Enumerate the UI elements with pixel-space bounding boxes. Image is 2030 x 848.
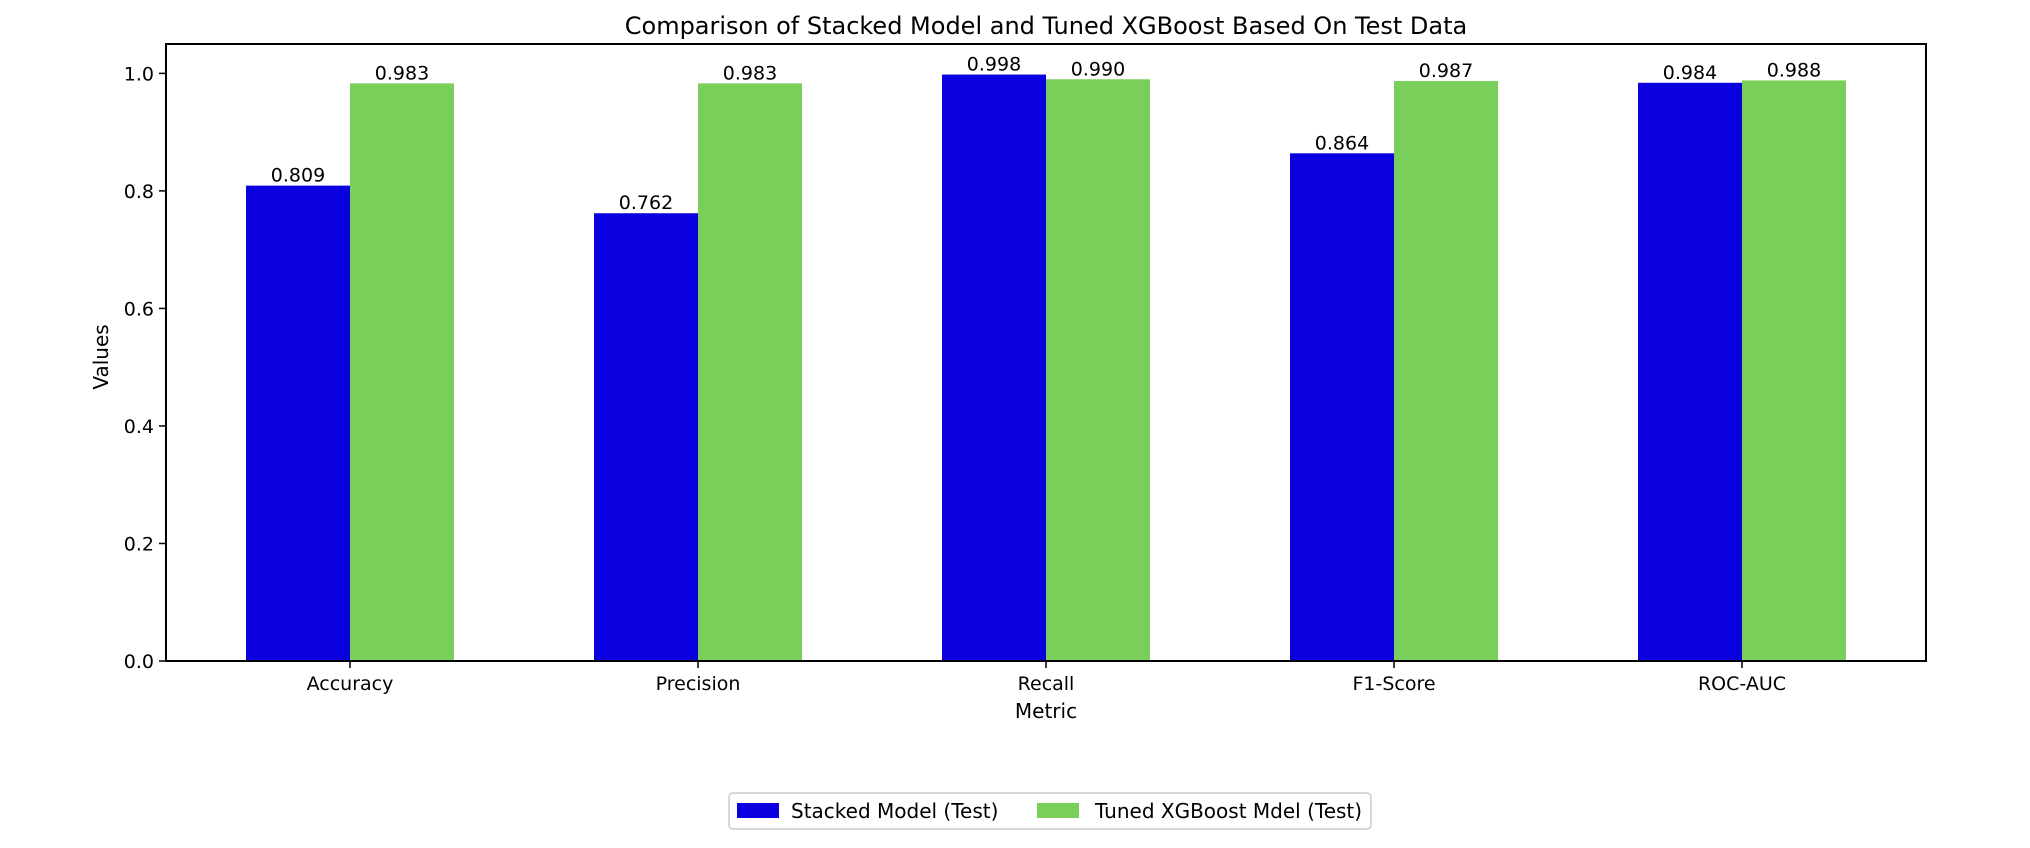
y-tick-label: 0.0 bbox=[124, 651, 154, 673]
bar-stacked-roc-auc bbox=[1638, 82, 1742, 662]
data-label: 0.988 bbox=[1767, 59, 1821, 81]
x-tick-label: Precision bbox=[656, 673, 741, 695]
legend-swatch-xgboost bbox=[1037, 803, 1079, 818]
data-label: 0.998 bbox=[967, 54, 1021, 76]
bar-stacked-precision bbox=[594, 213, 698, 661]
bar-stacked-f1-score bbox=[1290, 153, 1394, 661]
bar-xgboost-f1-score bbox=[1394, 81, 1498, 661]
legend-label-xgboost: Tuned XGBoost Mdel (Test) bbox=[1094, 799, 1362, 823]
y-tick-label: 0.2 bbox=[124, 533, 154, 555]
y-tick-label: 0.4 bbox=[124, 416, 154, 438]
data-label: 0.990 bbox=[1071, 58, 1125, 80]
legend: Stacked Model (Test) Tuned XGBoost Mdel (… bbox=[728, 792, 1372, 830]
bar-stacked-accuracy bbox=[246, 185, 350, 661]
bar-xgboost-precision bbox=[698, 83, 802, 661]
legend-label-stacked: Stacked Model (Test) bbox=[791, 799, 998, 823]
bar-stacked-recall bbox=[942, 74, 1046, 661]
x-tick-label: F1-Score bbox=[1352, 673, 1435, 695]
data-label: 0.864 bbox=[1315, 132, 1369, 154]
data-label: 0.983 bbox=[723, 62, 777, 84]
data-label: 0.983 bbox=[375, 62, 429, 84]
x-tick-label: Accuracy bbox=[307, 673, 394, 695]
plot-area: 0.809 0.762 0.998 0.864 0.984 0.983 0.983 0.990… bbox=[124, 43, 1927, 695]
data-label: 0.984 bbox=[1663, 62, 1717, 84]
x-tick-label: ROC-AUC bbox=[1698, 673, 1786, 695]
chart-title: Comparison of Stacked Model and Tuned XG… bbox=[625, 12, 1467, 40]
data-label: 0.987 bbox=[1419, 60, 1473, 82]
bar-xgboost-recall bbox=[1046, 79, 1150, 661]
x-tick-label: Recall bbox=[1018, 673, 1075, 695]
data-label: 0.809 bbox=[271, 165, 325, 187]
x-axis-label: Metric bbox=[1015, 699, 1077, 723]
bar-xgboost-accuracy bbox=[350, 83, 454, 661]
bar-xgboost-roc-auc bbox=[1742, 80, 1846, 662]
y-tick-label: 0.6 bbox=[124, 298, 154, 320]
y-axis-label: Values bbox=[89, 324, 113, 389]
data-label: 0.762 bbox=[619, 192, 673, 214]
y-tick-label: 0.8 bbox=[124, 181, 154, 203]
legend-swatch-stacked bbox=[737, 803, 779, 818]
y-tick-label: 1.0 bbox=[124, 63, 154, 85]
